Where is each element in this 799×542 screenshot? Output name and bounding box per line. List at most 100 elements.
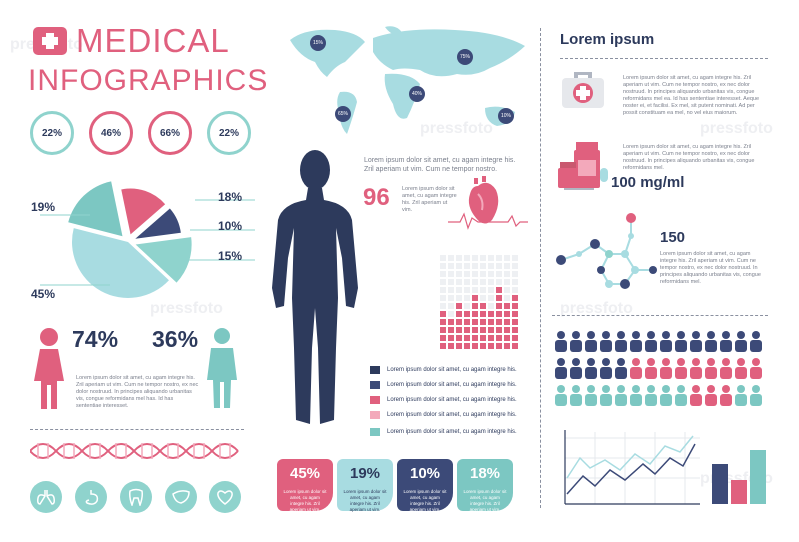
square-cell [488, 343, 494, 349]
square-cell [496, 335, 502, 341]
heart-rate-text: Lorem ipsum dolor sit amet, cu agam inte… [402, 186, 457, 213]
lungs-icon [30, 481, 62, 513]
square-cell [464, 319, 470, 325]
header-title-line2: INFOGRAPHICS [28, 64, 269, 97]
square-cell [504, 343, 510, 349]
square-cell [472, 255, 478, 261]
square-cell [464, 295, 470, 301]
square-cell [440, 319, 446, 325]
stat-card-value: 18% [469, 465, 501, 482]
square-cell [464, 335, 470, 341]
square-cell [488, 279, 494, 285]
square-cell [496, 279, 502, 285]
legend-item: Lorem ipsum dolor sit amet, cu agam inte… [370, 396, 517, 404]
first-aid-kit-icon [562, 72, 604, 108]
person-icon [690, 331, 702, 352]
percent-ring: 22% [30, 111, 74, 155]
square-cell [496, 287, 502, 293]
molecule-description: Lorem ipsum dolor sit amet, cu agam inte… [660, 251, 761, 285]
person-icon [705, 331, 717, 352]
square-cell [504, 279, 510, 285]
square-cell [480, 255, 486, 261]
liver-icon [165, 481, 197, 513]
person-icon [675, 358, 687, 379]
watermark: pressfoto [150, 300, 223, 317]
stomach-icon [75, 481, 107, 513]
heart-rate-value: 96 [363, 184, 390, 211]
square-cell [464, 311, 470, 317]
square-cell [512, 255, 518, 261]
pill-bottles-icon [558, 142, 608, 190]
stat-card-text: Lorem ipsum dolor sit amet, cu agam inte… [343, 489, 387, 512]
medical-cross-icon [33, 27, 67, 55]
square-cell [456, 287, 462, 293]
square-cell [480, 319, 486, 325]
square-cell [512, 271, 518, 277]
square-cell [448, 327, 454, 333]
square-cell [448, 303, 454, 309]
square-cell [448, 287, 454, 293]
square-cell [496, 327, 502, 333]
header-title-line1: MEDICAL [76, 22, 230, 59]
legend-swatch [370, 381, 380, 389]
square-cell [464, 279, 470, 285]
person-icon [585, 331, 597, 352]
legend-swatch [370, 428, 380, 436]
square-cell [440, 311, 446, 317]
watermark: pressfoto [700, 120, 773, 137]
person-icon [570, 358, 582, 379]
square-cell [464, 271, 470, 277]
square-cell [448, 271, 454, 277]
square-cell [504, 271, 510, 277]
person-icon [645, 385, 657, 406]
person-icon [675, 331, 687, 352]
square-cell [464, 263, 470, 269]
square-cell [440, 295, 446, 301]
person-icon [750, 358, 762, 379]
molecule-icon [556, 213, 657, 289]
square-cell [480, 295, 486, 301]
ring-label: 22% [41, 127, 62, 139]
square-cell [472, 263, 478, 269]
square-cell [480, 287, 486, 293]
legend-swatch [370, 396, 380, 404]
square-cell [440, 279, 446, 285]
stat-card-value: 10% [409, 465, 441, 482]
square-cell [480, 311, 486, 317]
square-cell [448, 335, 454, 341]
square-cell [448, 279, 454, 285]
square-cell [488, 335, 494, 341]
square-cell [512, 343, 518, 349]
square-cell [480, 271, 486, 277]
person-icon [630, 331, 642, 352]
square-bar-chart [440, 255, 518, 349]
person-icon [735, 385, 747, 406]
square-cell [504, 335, 510, 341]
person-icon [585, 385, 597, 406]
square-cell [504, 287, 510, 293]
square-cell [440, 327, 446, 333]
square-cell [456, 255, 462, 261]
person-icon [645, 358, 657, 379]
pie-chart [40, 181, 255, 298]
map-marker-label: 75% [459, 54, 470, 60]
ring-label: 46% [100, 127, 121, 139]
square-cell [448, 295, 454, 301]
stat-card-value: 19% [349, 465, 381, 482]
person-icon [735, 331, 747, 352]
divider [560, 58, 768, 59]
person-icon [645, 331, 657, 352]
ring-label: 22% [218, 127, 239, 139]
square-cell [512, 263, 518, 269]
square-cell [480, 263, 486, 269]
percent-ring: 46% [89, 111, 133, 155]
map-marker-label: 15% [312, 40, 323, 46]
person-icon [705, 385, 717, 406]
divider [30, 429, 244, 430]
watermark: pressfoto [560, 300, 633, 317]
legend-swatch [370, 411, 380, 419]
dosage-value: 100 mg/ml [611, 174, 685, 191]
square-cell [472, 327, 478, 333]
square-cell [464, 255, 470, 261]
square-cell [504, 295, 510, 301]
